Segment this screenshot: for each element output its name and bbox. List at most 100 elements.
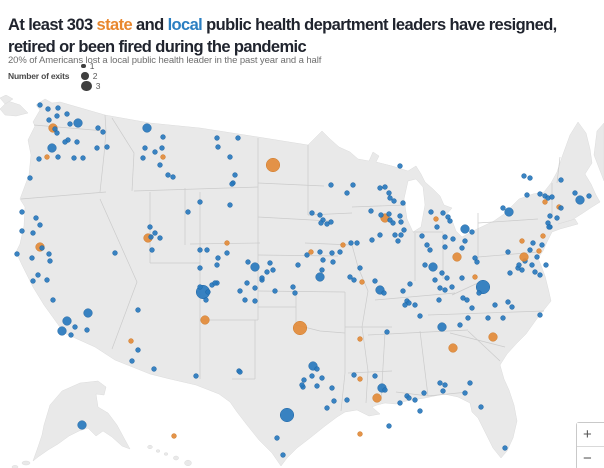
exit-dot-local[interactable] — [437, 322, 447, 332]
exit-dot-local[interactable] — [227, 154, 233, 160]
exit-dot-local[interactable] — [27, 175, 33, 181]
exit-dot-local[interactable] — [242, 297, 248, 303]
exit-dot-local[interactable] — [412, 302, 418, 308]
exit-dot-local[interactable] — [304, 252, 310, 258]
exit-dot-local[interactable] — [524, 192, 530, 198]
exit-dot-local[interactable] — [527, 247, 533, 253]
exit-dot-local[interactable] — [397, 213, 403, 219]
exit-dot-local[interactable] — [203, 297, 209, 303]
us-dot-map[interactable] — [0, 94, 604, 468]
exit-dot-local[interactable] — [504, 207, 514, 217]
exit-dot-local[interactable] — [44, 277, 50, 283]
exit-dot-local[interactable] — [100, 129, 106, 135]
exit-dot-local[interactable] — [37, 102, 43, 108]
exit-dot-local[interactable] — [539, 242, 545, 248]
exit-dot-local[interactable] — [149, 247, 155, 253]
exit-dot-local[interactable] — [546, 224, 552, 230]
exit-dot-local[interactable] — [439, 270, 445, 276]
exit-dot-local[interactable] — [465, 315, 471, 321]
exit-dot-local[interactable] — [586, 193, 592, 199]
exit-dot-local[interactable] — [382, 387, 388, 393]
exit-dot-local[interactable] — [329, 385, 335, 391]
zoom-in-button[interactable]: + — [577, 423, 604, 446]
exit-dot-local[interactable] — [197, 247, 203, 253]
exit-dot-local[interactable] — [474, 259, 480, 265]
exit-dot-local[interactable] — [500, 315, 506, 321]
exit-dot-state[interactable] — [292, 320, 308, 336]
exit-dot-local[interactable] — [151, 366, 157, 372]
exit-dot-local[interactable] — [440, 388, 446, 394]
exit-dot-local[interactable] — [434, 224, 440, 230]
exit-dot-local[interactable] — [386, 423, 392, 429]
exit-dot-local[interactable] — [84, 327, 90, 333]
exit-dot-state[interactable] — [128, 338, 134, 344]
exit-dot-local[interactable] — [442, 234, 448, 240]
exit-dot-state[interactable] — [265, 157, 281, 173]
exit-dot-state[interactable] — [536, 248, 542, 254]
exit-dot-local[interactable] — [290, 284, 296, 290]
exit-dot-local[interactable] — [54, 113, 60, 119]
exit-dot-local[interactable] — [47, 258, 53, 264]
exit-dot-local[interactable] — [157, 162, 163, 168]
exit-dot-local[interactable] — [197, 284, 203, 290]
exit-dot-state[interactable] — [540, 233, 546, 239]
exit-dot-state[interactable] — [472, 274, 478, 280]
exit-dot-state[interactable] — [44, 154, 50, 160]
exit-dot-local[interactable] — [135, 307, 141, 313]
exit-dot-local[interactable] — [324, 405, 330, 411]
exit-dot-local[interactable] — [197, 265, 203, 271]
exit-dot-local[interactable] — [68, 332, 74, 338]
exit-dot-local[interactable] — [205, 289, 211, 295]
exit-dot-local[interactable] — [344, 190, 350, 196]
exit-dot-local[interactable] — [295, 262, 301, 268]
exit-dot-local[interactable] — [344, 397, 350, 403]
exit-dot-local[interactable] — [417, 408, 423, 414]
exit-dot-local[interactable] — [337, 249, 343, 255]
exit-dot-local[interactable] — [502, 445, 508, 451]
exit-dot-local[interactable] — [485, 315, 491, 321]
exit-dot-local[interactable] — [264, 269, 270, 275]
exit-dot-local[interactable] — [259, 275, 265, 281]
exit-dot-local[interactable] — [354, 240, 360, 246]
exit-dot-local[interactable] — [402, 302, 408, 308]
exit-dot-local[interactable] — [292, 290, 298, 296]
exit-dot-local[interactable] — [398, 232, 404, 238]
exit-dot-local[interactable] — [331, 398, 337, 404]
exit-dot-local[interactable] — [94, 145, 100, 151]
exit-dot-local[interactable] — [417, 313, 423, 319]
exit-dot-local[interactable] — [492, 302, 498, 308]
exit-dot-local[interactable] — [457, 322, 463, 328]
exit-dot-local[interactable] — [348, 240, 354, 246]
exit-dot-local[interactable] — [315, 272, 325, 282]
exit-dot-local[interactable] — [450, 236, 456, 242]
exit-dot-local[interactable] — [224, 250, 230, 256]
exit-dot-local[interactable] — [530, 240, 536, 246]
exit-dot-local[interactable] — [442, 244, 448, 250]
exit-dot-local[interactable] — [372, 373, 378, 379]
exit-dot-local[interactable] — [320, 257, 326, 263]
exit-dot-local[interactable] — [71, 155, 77, 161]
exit-dot-local[interactable] — [500, 205, 506, 211]
exit-dot-local[interactable] — [572, 190, 578, 196]
exit-dot-local[interactable] — [419, 233, 425, 239]
exit-dot-local[interactable] — [378, 212, 384, 218]
exit-dot-local[interactable] — [529, 262, 535, 268]
exit-dot-local[interactable] — [449, 284, 455, 290]
exit-dot-local[interactable] — [19, 209, 25, 215]
exit-dot-state[interactable] — [488, 332, 498, 342]
exit-dot-local[interactable] — [460, 224, 470, 234]
exit-dot-local[interactable] — [314, 383, 320, 389]
exit-dot-local[interactable] — [214, 262, 220, 268]
exit-dot-local[interactable] — [64, 111, 70, 117]
exit-dot-local[interactable] — [386, 190, 392, 196]
exit-dot-local[interactable] — [170, 174, 176, 180]
exit-dot-local[interactable] — [381, 290, 387, 296]
exit-dot-state[interactable] — [372, 393, 382, 403]
exit-dot-local[interactable] — [45, 106, 51, 112]
exit-dot-local[interactable] — [386, 211, 392, 217]
exit-dot-local[interactable] — [252, 285, 258, 291]
exit-dot-local[interactable] — [46, 251, 52, 257]
exit-dot-local[interactable] — [390, 220, 396, 226]
exit-dot-local[interactable] — [534, 254, 540, 260]
zoom-out-button[interactable]: − — [577, 446, 604, 468]
